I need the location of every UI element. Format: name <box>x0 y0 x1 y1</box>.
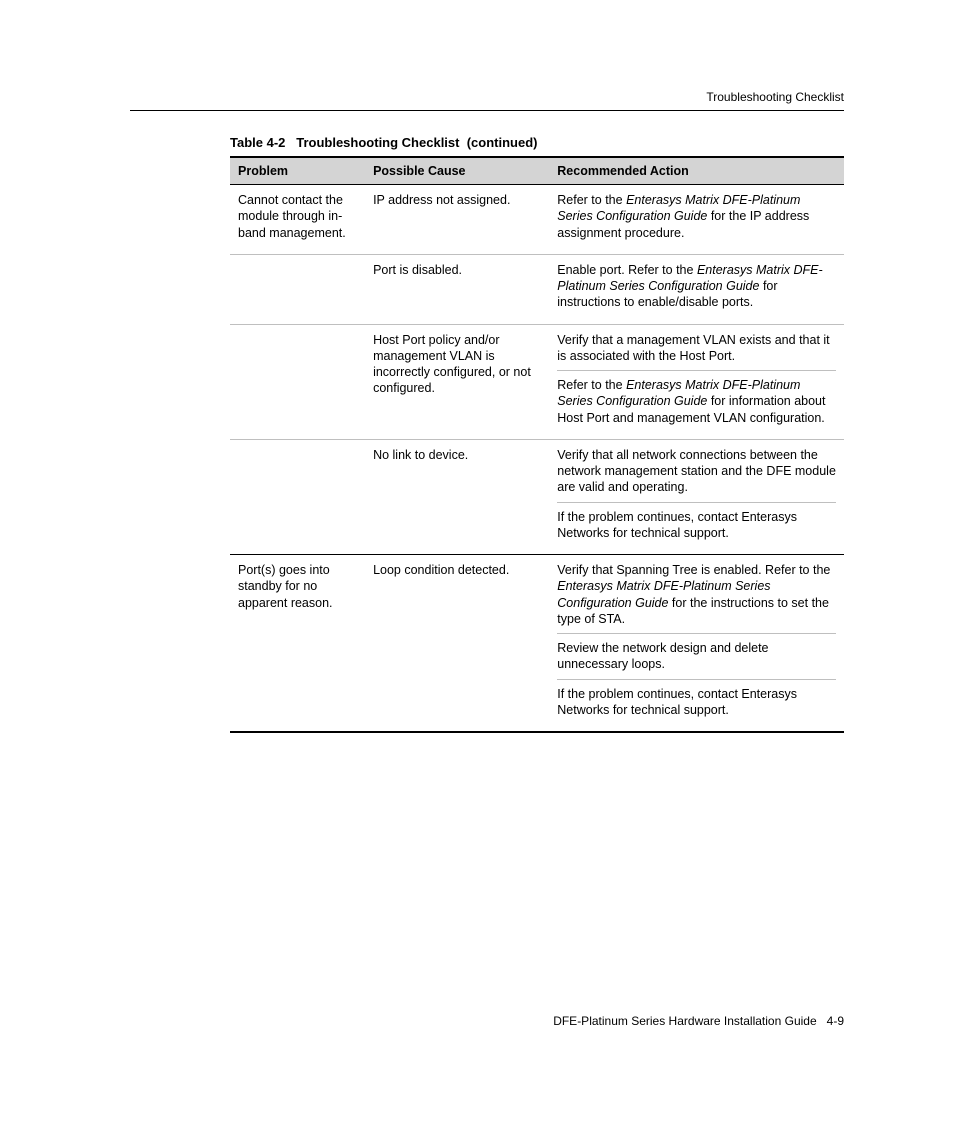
table-row: No link to device. Verify that all netwo… <box>230 439 844 554</box>
cell-action: Verify that a management VLAN exists and… <box>549 324 844 439</box>
table-header-row: Problem Possible Cause Recommended Actio… <box>230 157 844 185</box>
cell-problem <box>230 439 365 554</box>
table-caption: Table 4-2 Troubleshooting Checklist (con… <box>230 135 844 150</box>
action-text: Refer to the Enterasys Matrix DFE-Platin… <box>557 192 836 247</box>
cell-problem <box>230 324 365 439</box>
troubleshooting-table: Problem Possible Cause Recommended Actio… <box>230 156 844 733</box>
table-caption-title: Troubleshooting Checklist <box>296 135 459 150</box>
cell-action: Verify that all network connections betw… <box>549 439 844 554</box>
action-text: Review the network design and delete unn… <box>557 633 836 679</box>
table-row: Host Port policy and/or management VLAN … <box>230 324 844 439</box>
table-caption-prefix: Table 4-2 <box>230 135 285 150</box>
cell-problem <box>230 254 365 324</box>
action-text: Refer to the Enterasys Matrix DFE-Platin… <box>557 370 836 432</box>
action-text: Verify that all network connections betw… <box>557 447 836 502</box>
table-caption-suffix: (continued) <box>467 135 538 150</box>
action-text: If the problem continues, contact Entera… <box>557 679 836 725</box>
table-row: Cannot contact the module through in-ban… <box>230 185 844 255</box>
action-text: Verify that a management VLAN exists and… <box>557 332 836 371</box>
cell-problem: Port(s) goes into standby for no apparen… <box>230 555 365 733</box>
table-row: Port(s) goes into standby for no apparen… <box>230 555 844 733</box>
cell-cause: Host Port policy and/or management VLAN … <box>365 324 549 439</box>
cell-problem: Cannot contact the module through in-ban… <box>230 185 365 255</box>
col-header-problem: Problem <box>230 157 365 185</box>
cell-action: Verify that Spanning Tree is enabled. Re… <box>549 555 844 733</box>
cell-action: Enable port. Refer to the Enterasys Matr… <box>549 254 844 324</box>
action-text: Verify that Spanning Tree is enabled. Re… <box>557 562 836 633</box>
cell-cause: Port is disabled. <box>365 254 549 324</box>
section-header-label: Troubleshooting Checklist <box>130 90 844 104</box>
table-row: Port is disabled. Enable port. Refer to … <box>230 254 844 324</box>
cell-cause: IP address not assigned. <box>365 185 549 255</box>
footer-page-number: 4-9 <box>827 1014 844 1028</box>
action-text: If the problem continues, contact Entera… <box>557 502 836 548</box>
cell-cause: Loop condition detected. <box>365 555 549 733</box>
cell-cause: No link to device. <box>365 439 549 554</box>
action-text: Enable port. Refer to the Enterasys Matr… <box>557 262 836 317</box>
footer-book-title: DFE-Platinum Series Hardware Installatio… <box>553 1014 816 1028</box>
col-header-cause: Possible Cause <box>365 157 549 185</box>
page-footer: DFE-Platinum Series Hardware Installatio… <box>553 1014 844 1028</box>
cell-action: Refer to the Enterasys Matrix DFE-Platin… <box>549 185 844 255</box>
header-rule <box>130 110 844 111</box>
col-header-action: Recommended Action <box>549 157 844 185</box>
